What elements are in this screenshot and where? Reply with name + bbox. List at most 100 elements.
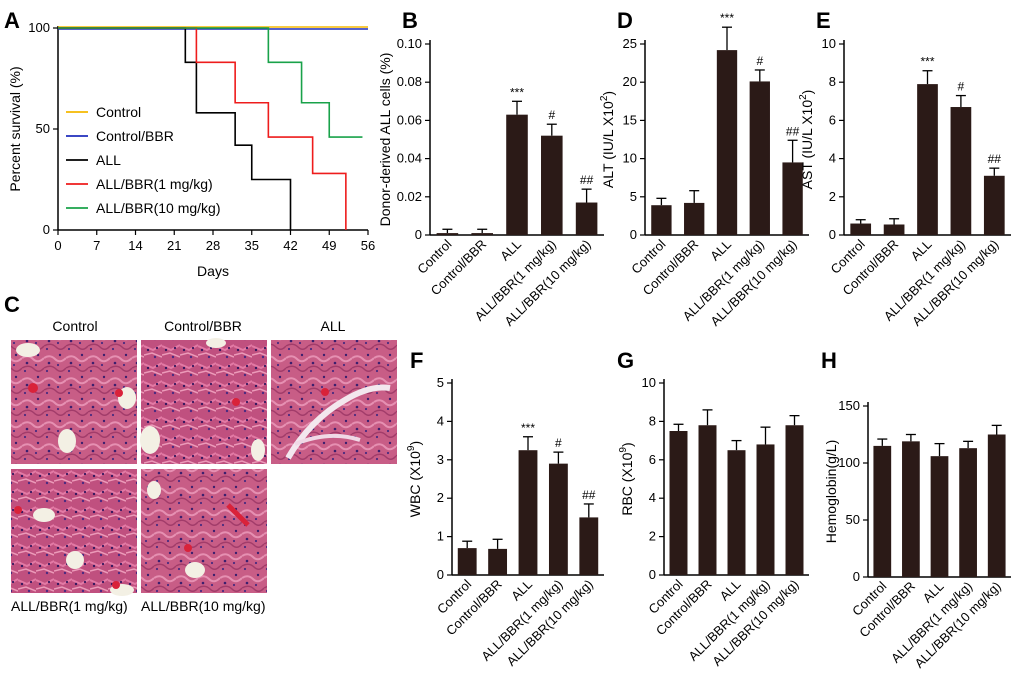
panel-label-b: B [402, 8, 418, 33]
bar [756, 444, 775, 575]
legend-label: ALL [96, 152, 121, 168]
bar [850, 223, 872, 235]
histology-image-control-bbr [140, 338, 267, 464]
bar [749, 81, 770, 235]
y-tick-label: 0.02 [397, 189, 422, 204]
y-tick-label: 0 [437, 567, 444, 582]
x-tick-label: 0 [54, 238, 61, 253]
y-tick-label: 10 [623, 151, 637, 166]
bar [883, 224, 905, 235]
histology-image-control [11, 340, 137, 464]
y-axis-label: AST (IU/L X102) [798, 90, 815, 190]
histology-image-all-bbr-1 [11, 469, 137, 596]
category-label: ALL [707, 237, 734, 264]
bar [727, 450, 746, 575]
bar [488, 548, 508, 575]
bar [518, 450, 538, 575]
histology-label-all-bbr-10: ALL/BBR(10 mg/kg) [141, 598, 266, 614]
y-tick-label: 2 [829, 189, 836, 204]
y-tick-label: 5 [630, 189, 637, 204]
x-tick-label: 56 [361, 238, 375, 253]
panel-label-h: H [821, 348, 837, 373]
y-axis-label: ALT (IU/L X102) [599, 91, 616, 188]
bar [579, 517, 599, 575]
y-tick-label: 0 [43, 222, 50, 237]
y-tick-label: 0.10 [397, 36, 422, 51]
bar [698, 425, 717, 575]
panel-label-a: A [4, 8, 20, 33]
y-axis-label: Donor-derived ALL cells (%) [377, 53, 393, 227]
y-tick-label: 0.06 [397, 112, 422, 127]
y-tick-label: 3 [437, 452, 444, 467]
y-tick-label: 50 [846, 512, 860, 527]
histology-label-all-bbr-1: ALL/BBR(1 mg/kg) [11, 598, 128, 614]
significance-label: *** [720, 11, 734, 25]
y-tick-label: 6 [649, 452, 656, 467]
y-tick-label: 10 [642, 375, 656, 390]
x-tick-label: 14 [128, 238, 142, 253]
y-tick-label: 8 [649, 413, 656, 428]
x-tick-label: 35 [245, 238, 259, 253]
y-tick-label: 4 [437, 413, 444, 428]
series-line-all-bbr10 [58, 27, 363, 138]
series-line-all [58, 27, 292, 230]
histology-label-control: Control [52, 318, 97, 334]
y-tick-label: 4 [649, 490, 656, 505]
panel-label-e: E [816, 8, 831, 33]
significance-label: *** [510, 85, 524, 99]
x-tick-label: 28 [206, 238, 220, 253]
y-tick-label: 100 [838, 455, 860, 470]
significance-label: *** [920, 55, 934, 69]
histology-label-all: ALL [321, 318, 346, 334]
bar [684, 202, 705, 235]
bar [987, 434, 1006, 577]
survival-chart: 0 7 14 21 28 35 42 49 56 0 50 100 Days Percent surviv… [7, 20, 375, 279]
bar [930, 456, 949, 577]
bar [959, 448, 977, 577]
y-axis-label: RBC (X109) [618, 442, 635, 515]
y-tick-label: 150 [838, 398, 860, 413]
panel-label-g: G [617, 348, 634, 373]
y-tick-label: 4 [829, 151, 836, 166]
panel-label-f: F [410, 348, 423, 373]
x-tick-label: 49 [322, 238, 336, 253]
bar [716, 50, 738, 235]
bar [548, 463, 568, 575]
histology-image-all [271, 340, 397, 464]
series-line-all-bbr1 [58, 27, 347, 230]
category-label: ALL [908, 237, 935, 264]
significance-label: # [555, 436, 562, 450]
x-tick-label: 42 [283, 238, 297, 253]
y-tick-label: 0.08 [397, 74, 422, 89]
y-tick-label: 10 [822, 36, 836, 51]
y-tick-label: 0.04 [397, 151, 422, 166]
x-axis-label: Days [197, 263, 229, 279]
x-tick-label: 7 [93, 238, 100, 253]
y-tick-label: 0 [630, 227, 637, 242]
panel-label-c: C [4, 292, 20, 317]
x-tick-label: 21 [167, 238, 181, 253]
y-tick-label: 0 [415, 227, 422, 242]
bar [669, 431, 688, 575]
significance-label: # [958, 80, 965, 94]
significance-label: ## [988, 152, 1002, 166]
y-tick-label: 5 [437, 375, 444, 390]
y-tick-label: 6 [829, 112, 836, 127]
y-tick-label: 20 [623, 74, 637, 89]
bar [651, 205, 672, 235]
y-tick-label: 15 [623, 112, 637, 127]
significance-label: # [548, 108, 555, 122]
y-tick-label: 0 [649, 567, 656, 582]
bar [917, 84, 938, 235]
bar-chart-b: 0 0.02 0.04 0.06 0.08 0.10 Donor-derived ALL c… [377, 36, 604, 329]
y-tick-label: 2 [437, 490, 444, 505]
y-tick-label: 0 [853, 569, 860, 584]
bar [785, 425, 804, 575]
y-tick-label: 50 [36, 121, 50, 136]
significance-label: ## [786, 124, 800, 138]
bar [983, 175, 1005, 235]
